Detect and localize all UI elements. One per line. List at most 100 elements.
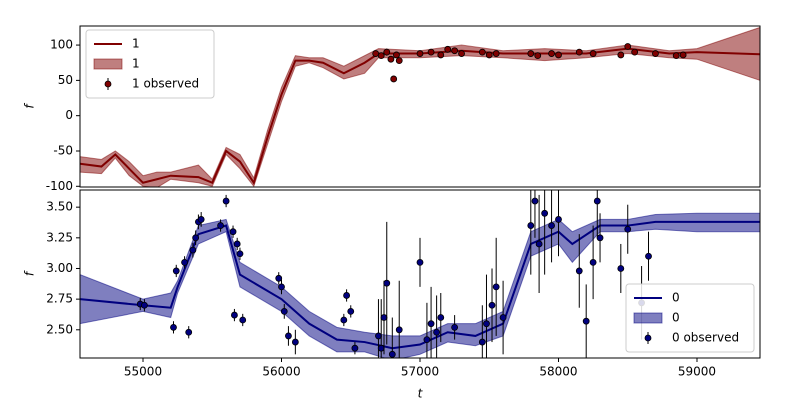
observed-point bbox=[548, 222, 555, 229]
observed-point bbox=[672, 52, 680, 60]
x-tick-label: 55000 bbox=[124, 365, 162, 379]
observed-point bbox=[375, 332, 382, 340]
observed-point bbox=[239, 316, 247, 324]
observed-point bbox=[343, 292, 350, 299]
observed-point bbox=[229, 228, 237, 236]
observed-point bbox=[541, 209, 549, 217]
observed-point bbox=[172, 267, 180, 275]
legend-label: 0 observed bbox=[672, 331, 739, 345]
observed-point bbox=[679, 51, 687, 59]
legend-marker bbox=[644, 334, 652, 342]
observed-point bbox=[416, 50, 424, 57]
observed-point bbox=[388, 350, 396, 358]
observed-point bbox=[589, 50, 597, 57]
observed-point bbox=[185, 328, 193, 336]
observed-point bbox=[280, 308, 288, 315]
observed-point bbox=[140, 301, 148, 309]
y-tick-label: 2.50 bbox=[46, 322, 73, 336]
observed-point bbox=[534, 52, 542, 60]
observed-point bbox=[531, 197, 539, 205]
observed-point bbox=[488, 301, 496, 309]
observed-point bbox=[285, 332, 292, 340]
y-tick-label: 0 bbox=[65, 108, 73, 122]
observed-point bbox=[275, 274, 283, 282]
observed-point bbox=[596, 234, 604, 242]
x-tick-label: 59000 bbox=[678, 365, 716, 379]
observed-point bbox=[395, 57, 403, 65]
plot-area bbox=[80, 190, 760, 358]
y-tick-label: 2.75 bbox=[46, 292, 73, 306]
observed-point bbox=[181, 258, 188, 266]
observed-point bbox=[197, 216, 205, 223]
observed-point bbox=[478, 338, 486, 346]
observed-point bbox=[231, 311, 238, 319]
observed-point bbox=[527, 222, 535, 229]
observed-point bbox=[437, 51, 445, 59]
observed-point bbox=[390, 75, 398, 83]
observed-point bbox=[548, 50, 555, 57]
observed-point bbox=[451, 47, 459, 55]
observed-point bbox=[278, 283, 285, 291]
observed-point bbox=[340, 316, 348, 324]
axes-frame bbox=[79, 25, 761, 188]
legend-box bbox=[85, 29, 215, 99]
observed-point bbox=[589, 258, 597, 266]
y-axis-label: f bbox=[23, 103, 37, 109]
observed-point bbox=[233, 240, 241, 248]
mean-line bbox=[80, 220, 760, 350]
y-tick-label: -100 bbox=[46, 179, 73, 193]
observed-point bbox=[291, 338, 299, 346]
observed-point bbox=[451, 323, 459, 331]
observed-point bbox=[189, 246, 197, 254]
observed-point bbox=[437, 314, 445, 321]
x-axis-label: t bbox=[418, 387, 424, 400]
observed-point bbox=[351, 344, 359, 352]
observed-point bbox=[485, 51, 493, 59]
observed-point bbox=[393, 51, 400, 59]
observed-point bbox=[483, 320, 490, 328]
y-tick-label: 50 bbox=[58, 73, 73, 87]
observed-point bbox=[617, 51, 625, 59]
observed-point bbox=[444, 45, 452, 53]
observed-point bbox=[423, 336, 431, 344]
observed-point bbox=[427, 48, 435, 56]
legend: 1 1 1 observed bbox=[85, 29, 215, 99]
observed-point bbox=[575, 48, 583, 56]
x-tick-label: 56000 bbox=[262, 365, 300, 379]
observed-point bbox=[395, 326, 403, 334]
observed-point bbox=[377, 344, 385, 352]
legend-label: 0 bbox=[672, 311, 680, 325]
observed-point bbox=[387, 55, 395, 63]
x-tick-label: 57000 bbox=[401, 365, 439, 379]
observed-point bbox=[617, 265, 625, 272]
observed-point bbox=[499, 314, 507, 321]
legend-patch bbox=[633, 312, 663, 324]
y-tick-label: -50 bbox=[53, 143, 73, 157]
observed-point bbox=[492, 283, 500, 291]
observed-point bbox=[217, 222, 224, 229]
legend: 0 0 0 observed bbox=[625, 283, 755, 353]
legend-marker bbox=[104, 80, 112, 88]
legend-patch bbox=[93, 58, 123, 70]
y-tick-label: 100 bbox=[50, 38, 73, 52]
observed-point bbox=[383, 279, 391, 287]
observed-point bbox=[347, 308, 355, 315]
observed-point bbox=[645, 252, 652, 260]
observed-point bbox=[372, 50, 380, 57]
observed-point bbox=[377, 52, 385, 60]
observed-point bbox=[582, 317, 590, 325]
observed-point bbox=[478, 48, 486, 56]
confidence-band bbox=[80, 26, 760, 187]
y-tick-label: 3.25 bbox=[46, 230, 73, 244]
observed-point bbox=[170, 323, 177, 331]
legend-label: 0 bbox=[672, 291, 680, 305]
observed-point bbox=[492, 50, 500, 57]
legend-label: 1 bbox=[132, 57, 140, 71]
observed-point bbox=[433, 328, 441, 336]
observed-point bbox=[383, 48, 391, 56]
legend-label: 1 observed bbox=[132, 77, 199, 91]
legend-label: 1 bbox=[132, 37, 140, 51]
observed-point bbox=[555, 216, 562, 223]
legend-box bbox=[625, 283, 755, 353]
